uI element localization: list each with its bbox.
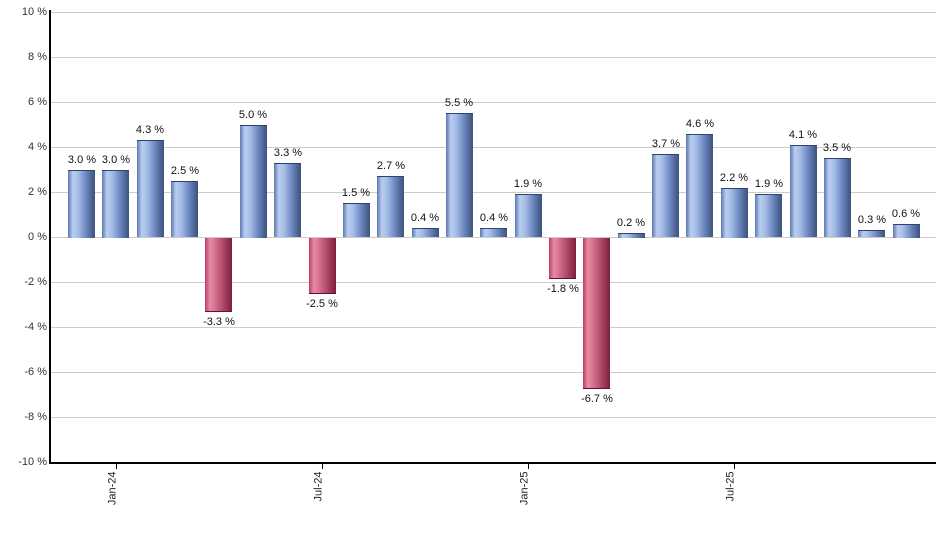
y-axis-tick-label: -4 % — [24, 321, 47, 333]
y-axis-tick-label: 10 % — [21, 6, 47, 18]
bar-value-label: 0.4 % — [410, 212, 440, 224]
gridline--4 — [50, 327, 936, 328]
bar-value-label: 3.0 % — [101, 154, 131, 166]
bar-value-label: 4.3 % — [135, 124, 165, 136]
y-axis-tick-label: 6 % — [28, 96, 47, 108]
bar-value-label: 4.1 % — [788, 129, 818, 141]
bar-Jun-24[interactable] — [274, 163, 301, 237]
bar-Mar-24[interactable] — [171, 181, 198, 237]
bar-value-label: 3.5 % — [822, 142, 852, 154]
bar-May-25[interactable] — [652, 154, 679, 237]
bar-value-label: 0.2 % — [616, 217, 646, 229]
bar-Sep-25[interactable] — [790, 145, 817, 237]
bar-value-label: 2.7 % — [376, 160, 406, 172]
x-axis-tick-label: Jul-25 — [724, 471, 737, 502]
x-axis-tick-label: Jan-25 — [518, 471, 531, 506]
x-axis-tick-label: Jan-24 — [106, 471, 119, 506]
bar-Feb-24[interactable] — [137, 140, 164, 237]
y-axis-tick-label: 4 % — [28, 141, 47, 153]
bar-value-label: 3.7 % — [651, 138, 681, 150]
bar-Jul-25[interactable] — [721, 188, 748, 238]
bar-Apr-24[interactable] — [205, 238, 232, 312]
bar-value-label: 1.9 % — [754, 178, 784, 190]
y-axis-tick-label: -8 % — [24, 411, 47, 423]
bar-value-label: -1.8 % — [547, 283, 579, 295]
bar-value-label: 2.5 % — [170, 165, 200, 177]
bar-value-label: 0.6 % — [891, 208, 921, 220]
bar-Jan-25[interactable] — [515, 194, 542, 237]
y-axis-tick-label: -6 % — [24, 366, 47, 378]
bar-value-label: 1.9 % — [513, 178, 543, 190]
gridline-0 — [50, 237, 936, 238]
gridline-2 — [50, 192, 936, 193]
bar-value-label: 5.0 % — [238, 109, 268, 121]
bar-May-24[interactable] — [240, 125, 267, 238]
gridline--2 — [50, 282, 936, 283]
y-axis-tick-label: 2 % — [28, 186, 47, 198]
bar-Jan-24[interactable] — [102, 170, 129, 238]
bar-Feb-25[interactable] — [549, 238, 576, 279]
bar-Apr-25[interactable] — [618, 233, 645, 238]
bar-Sep-24[interactable] — [377, 176, 404, 237]
bar-value-label: 4.6 % — [685, 118, 715, 130]
bar-value-label: -6.7 % — [581, 393, 613, 405]
y-axis-line — [49, 10, 51, 464]
x-axis-tick — [734, 462, 735, 469]
bar-Dec-24[interactable] — [480, 228, 507, 237]
gridline--8 — [50, 417, 936, 418]
x-axis-tick — [116, 462, 117, 469]
bar-value-label: 2.2 % — [719, 172, 749, 184]
bar-Dec-23[interactable] — [68, 170, 95, 238]
bar-Oct-25[interactable] — [824, 158, 851, 237]
gridline-4 — [50, 147, 936, 148]
x-axis-tick — [528, 462, 529, 469]
bar-value-label: -2.5 % — [306, 298, 338, 310]
bar-value-label: -3.3 % — [203, 316, 235, 328]
bar-Nov-24[interactable] — [446, 113, 473, 237]
bar-Mar-25[interactable] — [583, 238, 610, 389]
bar-Jun-25[interactable] — [686, 134, 713, 237]
y-axis-tick-label: -10 % — [18, 456, 47, 468]
x-axis-tick-label: Jul-24 — [312, 471, 325, 502]
bar-value-label: 5.5 % — [444, 97, 474, 109]
x-axis-tick — [322, 462, 323, 469]
y-axis-tick-label: 8 % — [28, 51, 47, 63]
bar-value-label: 3.3 % — [273, 147, 303, 159]
bar-Nov-25[interactable] — [858, 230, 885, 237]
bar-Aug-24[interactable] — [343, 203, 370, 237]
gridline-10 — [50, 12, 936, 13]
y-axis-tick-label: -2 % — [24, 276, 47, 288]
gridline-6 — [50, 102, 936, 103]
bar-Jul-24[interactable] — [309, 238, 336, 294]
bar-value-label: 3.0 % — [67, 154, 97, 166]
bar-value-label: 0.3 % — [857, 214, 887, 226]
bar-value-label: 0.4 % — [479, 212, 509, 224]
gridline-8 — [50, 57, 936, 58]
x-axis-line — [49, 462, 936, 464]
y-axis-tick-label: 0 % — [28, 231, 47, 243]
bar-Aug-25[interactable] — [755, 194, 782, 237]
bar-value-label: 1.5 % — [341, 187, 371, 199]
bar-Oct-24[interactable] — [412, 228, 439, 237]
bar-Dec-25[interactable] — [893, 224, 920, 238]
gridline--6 — [50, 372, 936, 373]
